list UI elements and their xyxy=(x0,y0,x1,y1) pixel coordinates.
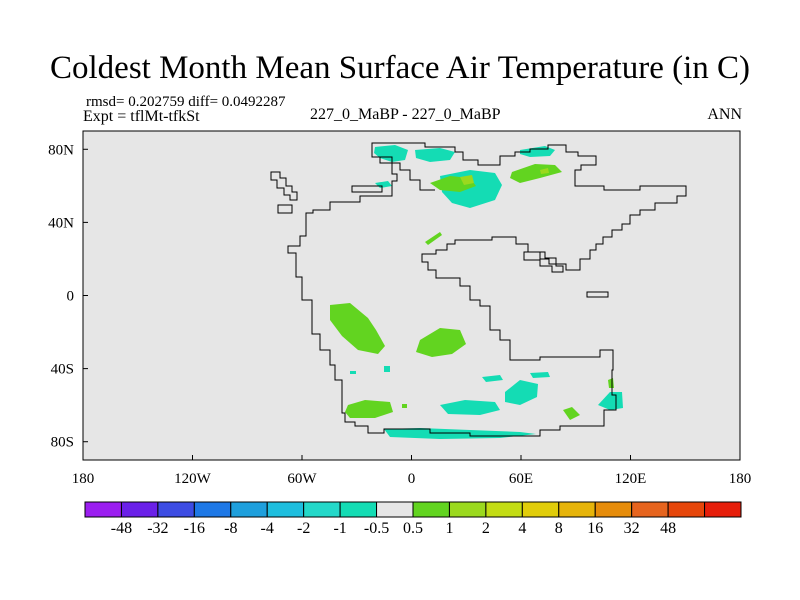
colorbar-label: 0.5 xyxy=(403,520,423,537)
experiment-line: Expt = tflMt-tfkSt xyxy=(83,108,200,125)
colorbar-label: -0.5 xyxy=(364,520,389,537)
colorbar-swatch xyxy=(193,501,232,518)
tethys-island-outline xyxy=(586,291,609,298)
colorbar-swatch xyxy=(230,501,268,518)
colorbar-label: 2 xyxy=(482,520,490,537)
colorbar-swatch xyxy=(448,501,487,518)
x-tick-label: 120E xyxy=(615,471,647,487)
south-teal-region-e xyxy=(598,392,623,410)
inner-gulf-outline xyxy=(523,251,564,273)
x-axis: 180 120W 60W 0 60E 120E 180 xyxy=(72,455,752,487)
colorbar-label: 4 xyxy=(518,520,526,537)
colorbar-swatch xyxy=(339,501,378,518)
pangea-outline xyxy=(287,142,687,437)
asia-inner-outline xyxy=(351,185,383,193)
x-tick-label: 0 xyxy=(408,471,416,487)
colorbar-swatch xyxy=(84,501,122,518)
x-tick-label: 180 xyxy=(729,471,752,487)
colorbar-swatch xyxy=(120,501,159,518)
y-tick-label: 80S xyxy=(51,435,74,451)
x-tick-label: 180 xyxy=(72,471,95,487)
map-background xyxy=(83,131,740,460)
south-teal-region-f xyxy=(384,366,390,372)
south-green-region-east xyxy=(563,407,580,420)
colorbar-swatch xyxy=(376,501,414,518)
south-africa-green-region xyxy=(416,328,466,357)
arctic-inner-outline xyxy=(372,156,435,191)
colorbar: -48 -32 -16 -8 -4 -2 -1 -0.5 0.5 1 2 4 8 16 32 48 xyxy=(84,501,742,537)
colorbar-label: -16 xyxy=(184,520,205,537)
arctic-yellow-patch xyxy=(540,168,549,174)
figure-title: Coldest Month Mean Surface Air Temperatu… xyxy=(50,50,750,86)
stats-line: rmsd= 0.202759 diff= 0.0492287 xyxy=(86,94,286,110)
south-teal-region-b xyxy=(440,400,500,415)
arctic-teal-region-west xyxy=(374,145,408,162)
colorbar-label: 8 xyxy=(555,520,563,537)
siberia-yellow-patch xyxy=(460,175,474,185)
season-label: ANN xyxy=(707,106,742,123)
case-label: 227_0_MaBP - 227_0_MaBP xyxy=(310,106,501,123)
colorbar-label: -48 xyxy=(111,520,132,537)
colorbar-swatch xyxy=(631,501,669,518)
south-teal-region-g xyxy=(350,371,356,374)
y-axis: 80N 40N 0 40S 80S xyxy=(48,142,88,451)
colorbar-label: 16 xyxy=(587,520,603,537)
colorbar-swatch xyxy=(594,501,633,518)
x-tick-label: 60E xyxy=(509,471,533,487)
colorbar-label: 32 xyxy=(624,520,640,537)
colorbar-swatch xyxy=(521,501,560,518)
x-tick-label: 120W xyxy=(174,471,212,487)
island-outline-small-a xyxy=(277,204,293,214)
south-teal-region-d xyxy=(530,372,550,378)
south-green-region-west xyxy=(345,400,393,418)
colorbar-swatch xyxy=(704,501,742,518)
arabia-green-sliver xyxy=(425,232,442,245)
south-green-region-tiny xyxy=(402,404,407,408)
colorbar-label: -32 xyxy=(147,520,168,537)
arctic-green-region-east xyxy=(510,164,562,183)
colorbar-label: -2 xyxy=(297,520,310,537)
y-tick-label: 40N xyxy=(48,215,74,231)
colorbar-swatch xyxy=(303,501,341,518)
south-teal-region-c xyxy=(482,375,503,382)
colorbar-swatch xyxy=(157,501,195,518)
y-tick-label: 0 xyxy=(67,289,75,305)
colorbar-label: -8 xyxy=(224,520,237,537)
south-teal-region-a xyxy=(505,380,538,405)
colorbar-swatch xyxy=(412,501,450,518)
colorbar-label: -1 xyxy=(333,520,346,537)
y-tick-label: 80N xyxy=(48,142,74,158)
colorbar-swatch xyxy=(485,501,523,518)
colorbar-swatch xyxy=(667,501,706,518)
arctic-teal-region-mid xyxy=(415,148,455,162)
colorbar-label: 48 xyxy=(660,520,676,537)
x-tick-label: 60W xyxy=(287,471,317,487)
colorbar-label: 1 xyxy=(445,520,453,537)
colorbar-swatch xyxy=(266,501,305,518)
y-tick-label: 40S xyxy=(51,362,74,378)
colorbar-swatch xyxy=(558,501,596,518)
africa-green-region xyxy=(330,303,385,354)
continent-outline xyxy=(270,142,687,437)
colorbar-label: -4 xyxy=(261,520,274,537)
island-outline-nw xyxy=(270,171,298,201)
